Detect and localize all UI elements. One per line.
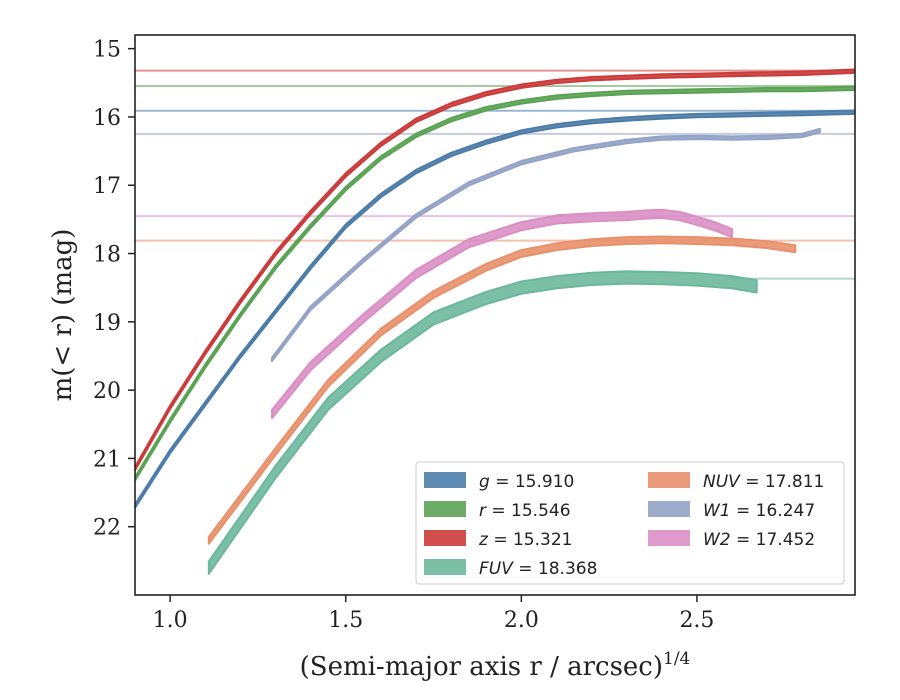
legend-swatch-r — [424, 501, 466, 517]
series-band-w1 — [271, 127, 821, 363]
model-lines — [135, 69, 855, 280]
series-band-w2 — [271, 208, 734, 420]
x-tick-label: 1.5 — [328, 608, 363, 633]
series-band-z — [135, 68, 855, 472]
series-band-fuv — [207, 270, 758, 575]
plot-frame — [134, 34, 856, 596]
y-tick-label: 18 — [93, 243, 121, 268]
axis-ticks: 1.0 1.5 2.0 2.5 15 16 17 18 19 20 21 22 — [93, 38, 714, 633]
y-tick-label: 22 — [93, 516, 121, 541]
y-tick-label: 16 — [93, 106, 121, 131]
legend-swatch-g — [424, 472, 466, 488]
legend-swatch-w1 — [648, 501, 690, 517]
legend: g = 15.910 r = 15.546 z = 15.321 FUV = 18.3… — [415, 461, 845, 585]
series-band-nuv — [207, 235, 797, 545]
legend-frame — [415, 461, 845, 585]
legend-label-z: z = 15.321 — [478, 530, 572, 550]
legend-label-w1: W1 = 16.247 — [703, 501, 815, 521]
y-tick-label: 19 — [93, 311, 121, 336]
y-axis-label: m(< r) (mag) — [48, 229, 78, 402]
legend-swatch-w2 — [648, 530, 690, 546]
legend-swatch-fuv — [424, 559, 466, 575]
data-bands — [135, 68, 855, 575]
legend-label-w2: W2 = 17.452 — [703, 530, 815, 550]
series-band-r — [135, 85, 855, 482]
x-tick-label: 2.5 — [679, 608, 714, 633]
legend-label-fuv: FUV = 18.368 — [479, 559, 597, 579]
legend-swatch-z — [424, 530, 466, 546]
legend-label-g: g = 15.910 — [479, 472, 574, 492]
series-band-g — [135, 109, 855, 509]
legend-label-r: r = 15.546 — [479, 501, 571, 521]
legend-swatch-nuv — [648, 472, 690, 488]
x-axis-label: (Semi-major axis r / arcsec)1/4 — [300, 649, 691, 682]
y-tick-label: 20 — [93, 379, 121, 404]
legend-label-nuv: NUV = 17.811 — [703, 472, 824, 492]
x-tick-label: 1.0 — [153, 608, 188, 633]
y-tick-label: 17 — [93, 174, 121, 199]
x-tick-label: 2.0 — [504, 608, 539, 633]
y-tick-label: 15 — [93, 38, 121, 63]
y-tick-label: 21 — [93, 447, 121, 472]
